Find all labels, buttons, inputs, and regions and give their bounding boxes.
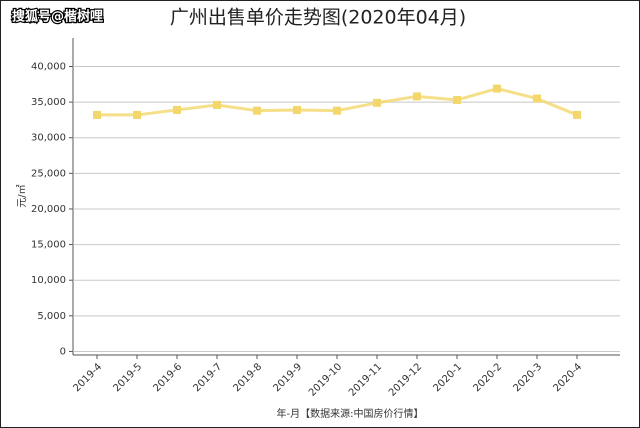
y-axis-label: 元/㎡ bbox=[16, 184, 28, 207]
marker bbox=[533, 94, 541, 103]
chart-title: 广州出售单价走势图(2020年04月) bbox=[170, 7, 466, 29]
y-tick-label: 10,000 bbox=[31, 275, 66, 286]
marker bbox=[253, 106, 261, 115]
marker bbox=[333, 106, 341, 115]
y-tick-label: 25,000 bbox=[31, 168, 66, 179]
marker bbox=[453, 95, 461, 104]
marker bbox=[413, 92, 421, 101]
y-tick-label: 20,000 bbox=[31, 204, 66, 215]
marker bbox=[93, 110, 101, 119]
y-tick-label: 40,000 bbox=[31, 61, 66, 72]
marker bbox=[293, 105, 301, 114]
marker bbox=[213, 100, 221, 109]
y-tick-label: 15,000 bbox=[31, 240, 66, 251]
marker bbox=[133, 110, 141, 119]
marker bbox=[493, 84, 501, 93]
y-tick-label: 30,000 bbox=[31, 133, 66, 144]
y-tick-label: 5,000 bbox=[37, 311, 66, 322]
x-axis-label: 年-月【数据来源:中国房价行情】 bbox=[277, 407, 424, 420]
marker bbox=[573, 110, 581, 119]
marker bbox=[173, 105, 181, 114]
watermark: 搜狐号@楷树哩 bbox=[12, 9, 103, 25]
y-tick-label: 35,000 bbox=[31, 97, 66, 108]
marker bbox=[373, 98, 381, 107]
y-tick-label: 0 bbox=[60, 346, 66, 357]
